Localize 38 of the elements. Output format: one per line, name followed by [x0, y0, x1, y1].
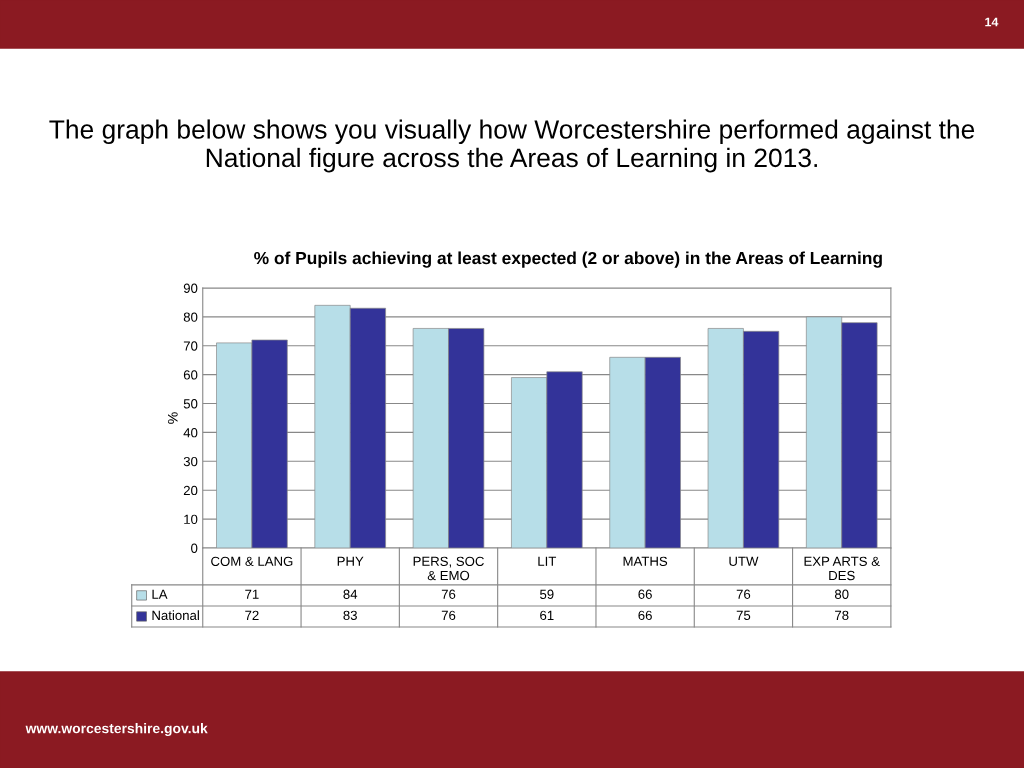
data-label: 59: [540, 589, 554, 599]
x-tick-label: EXP ARTS & DES: [804, 556, 880, 581]
x-tick-label: LIT: [538, 556, 557, 566]
y-tick-label: 90: [183, 283, 198, 293]
x-tick-label: COM & LANG: [211, 556, 293, 566]
chart-title: The graph below shows you visually how Worcestershire performed against the National figure across the Areas of Learning in 2013.: [49, 119, 975, 173]
x-tick-label: PHY: [337, 556, 364, 566]
legend-label: National: [152, 610, 199, 621]
data-label: 76: [441, 589, 456, 599]
data-label: 78: [835, 610, 849, 621]
data-label: 66: [638, 589, 652, 599]
data-label: 72: [245, 610, 259, 620]
data-label: 84: [343, 589, 358, 599]
y-tick-label: 80: [183, 312, 198, 322]
y-tick-label: 10: [184, 514, 198, 524]
data-label: 71: [245, 589, 259, 599]
x-tick-label: MATHS: [623, 556, 668, 566]
data-label: 75: [736, 610, 751, 621]
data-label: 76: [441, 610, 456, 621]
data-label: 61: [540, 610, 554, 621]
y-tick-label: 40: [183, 427, 198, 438]
chart-subtitle: % of Pupils achieving at least expected (2 or above) in the Areas of Learning: [254, 251, 882, 268]
data-label: 80: [834, 589, 849, 599]
data-label: 83: [343, 610, 357, 621]
y-tick-label: 30: [183, 456, 198, 467]
y-tick-label: 0: [191, 543, 198, 553]
y-tick-label: 20: [183, 485, 198, 496]
y-tick-label: 70: [183, 341, 198, 351]
x-tick-label: PERS, SOC & EMO: [413, 556, 484, 581]
y-tick-label: 50: [183, 399, 198, 409]
y-tick-label: 60: [183, 370, 198, 380]
x-tick-label: UTW: [729, 556, 759, 566]
text: 14: [985, 17, 999, 27]
legend-label: LA: [152, 589, 168, 599]
text: www.worcestershire.gov.uk: [25, 723, 208, 737]
data-label: 66: [638, 610, 652, 621]
data-label: 76: [736, 589, 751, 599]
y-axis-title: %: [167, 412, 178, 424]
